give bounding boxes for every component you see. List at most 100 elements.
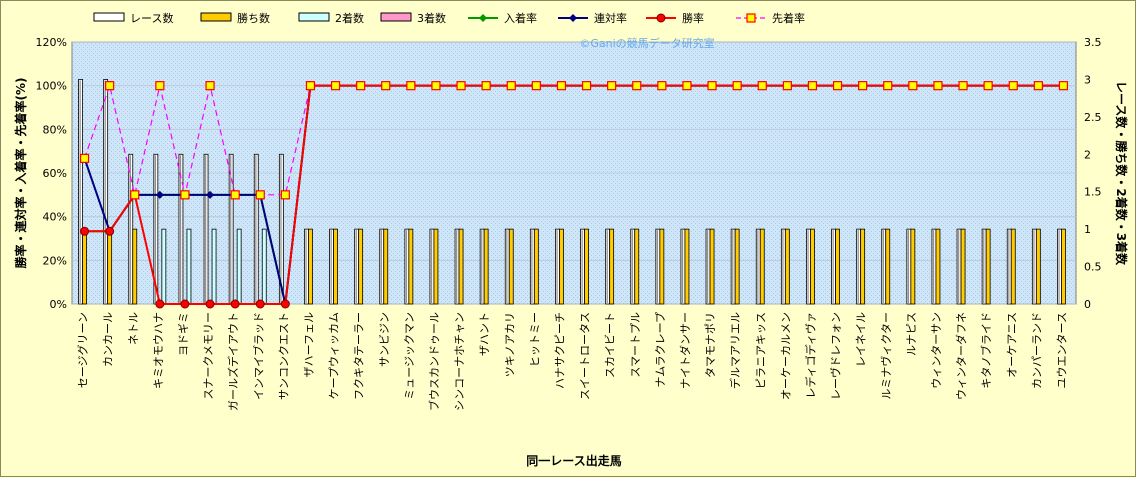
category-label: ルナピス xyxy=(905,312,918,356)
sencyaku-marker xyxy=(506,81,516,91)
category-label: キミオモウハナ xyxy=(152,312,165,389)
category-label: ツキノアカリ xyxy=(503,312,516,377)
category-label: サンビジン xyxy=(378,312,391,367)
shoritsu-marker xyxy=(155,299,165,309)
bar xyxy=(533,228,539,305)
left-axis-ticks: 0% 20% 40% 60% 80% 100% 120% xyxy=(36,36,67,311)
sencyaku-marker xyxy=(1058,81,1069,91)
left-tick-label: 60% xyxy=(43,167,67,180)
line-shoritsu xyxy=(84,84,1064,305)
sencyaku-marker xyxy=(356,81,366,91)
right-axis-ticks: 0 0.5 1 1.5 2 2.5 3 3.5 xyxy=(1084,36,1102,311)
right-tick-label: 0.5 xyxy=(1084,261,1102,274)
sencyaku-marker xyxy=(105,81,115,91)
line-series xyxy=(79,81,1069,309)
bar-shade xyxy=(807,230,809,303)
shoritsu-marker xyxy=(80,226,90,236)
x-axis-title: 同一レース出走馬 xyxy=(526,453,621,468)
category-label: スカイビート xyxy=(604,312,617,378)
category-label: ネトル xyxy=(127,312,140,345)
legend-marker xyxy=(746,13,756,23)
category-label: ブウスカンドゥール xyxy=(427,312,441,411)
sencyaku-marker xyxy=(1033,81,1043,91)
sencyaku-marker xyxy=(130,190,140,200)
bar-shade xyxy=(1033,230,1035,303)
bar xyxy=(734,228,740,305)
category-label: ナムラクレープ xyxy=(654,312,667,387)
bar xyxy=(709,228,715,305)
sencyaku-marker xyxy=(807,81,818,91)
bar-shade xyxy=(958,230,960,303)
bar-shade xyxy=(230,155,232,303)
right-tick-label: 0 xyxy=(1084,298,1091,311)
shoritsu-marker xyxy=(180,299,190,309)
legend-label: 入着率 xyxy=(504,11,537,25)
right-tick-label: 3 xyxy=(1084,73,1091,86)
bar-shade xyxy=(656,230,659,303)
bar-shade xyxy=(430,230,433,303)
bar xyxy=(935,228,941,305)
sencyaku-marker xyxy=(983,81,993,91)
sencyaku-marker xyxy=(657,81,667,91)
legend-label: 先着率 xyxy=(772,11,805,25)
bar-shade xyxy=(280,155,282,303)
category-label: キタノブライド xyxy=(979,312,993,389)
category-label: ヒットミー xyxy=(528,312,541,367)
left-tick-label: 0% xyxy=(50,298,67,311)
category-label: ユウエンタース xyxy=(1055,312,1068,388)
category-label: オーケーカルメン xyxy=(779,312,792,400)
bar-shade xyxy=(104,80,106,303)
category-label: レイネイル xyxy=(855,312,868,367)
legend-label: レース数 xyxy=(130,12,173,25)
sencyaku-marker xyxy=(858,81,868,91)
sencyaku-marker xyxy=(782,81,792,91)
sencyaku-marker xyxy=(456,81,466,91)
bar xyxy=(684,228,690,305)
left-axis-title: 勝率・連対率・入着率・先着率(%) xyxy=(13,78,28,269)
sencyaku-marker xyxy=(481,81,491,91)
bar xyxy=(236,228,242,305)
legend-swatch xyxy=(200,12,232,22)
bar-shade xyxy=(631,230,633,303)
category-label: ウィンターサン xyxy=(930,312,943,389)
sencyaku-marker xyxy=(180,190,190,200)
category-label: レディゴディヴァ xyxy=(803,312,817,398)
bar-shade xyxy=(79,80,81,303)
category-label: オーケアニス xyxy=(1005,312,1018,378)
rentai-marker xyxy=(206,190,215,199)
bar xyxy=(508,228,514,305)
legend-marker xyxy=(569,14,577,22)
bar xyxy=(433,228,439,305)
bar-shade xyxy=(907,230,910,303)
bar xyxy=(1061,228,1066,305)
bar-shade xyxy=(205,155,207,303)
sencyaku-marker xyxy=(381,81,391,91)
bar xyxy=(559,228,564,305)
bar-shade xyxy=(481,230,483,303)
sencyaku-marker xyxy=(757,81,767,91)
category-label: フクキタテーラー xyxy=(353,312,366,400)
bar-shade xyxy=(456,230,458,303)
category-label: ヨドギミ xyxy=(177,312,190,356)
bar-shade xyxy=(757,230,759,303)
left-tick-label: 20% xyxy=(43,254,67,267)
shoritsu-marker xyxy=(205,299,215,309)
right-axis-title: レース数・勝ち数・2着数・3着数 xyxy=(1114,81,1129,266)
bar-shade xyxy=(782,230,784,303)
category-label: ザハーフェル xyxy=(302,312,315,377)
bar-shade xyxy=(581,230,583,303)
bar xyxy=(759,228,765,305)
category-label: スイートロータス xyxy=(579,312,592,400)
legend-label: 勝ち数 xyxy=(237,11,270,25)
sencyaku-marker xyxy=(933,81,943,91)
bar xyxy=(860,228,866,305)
category-label: スマートプル xyxy=(629,312,642,378)
bar-shade xyxy=(129,155,131,303)
sencyaku-marker xyxy=(531,81,541,91)
bar xyxy=(186,228,192,305)
bar xyxy=(1035,228,1041,305)
sencyaku-marker xyxy=(431,81,441,91)
category-label: ハナサクピーチ xyxy=(553,312,566,389)
bar-shade xyxy=(932,230,935,303)
